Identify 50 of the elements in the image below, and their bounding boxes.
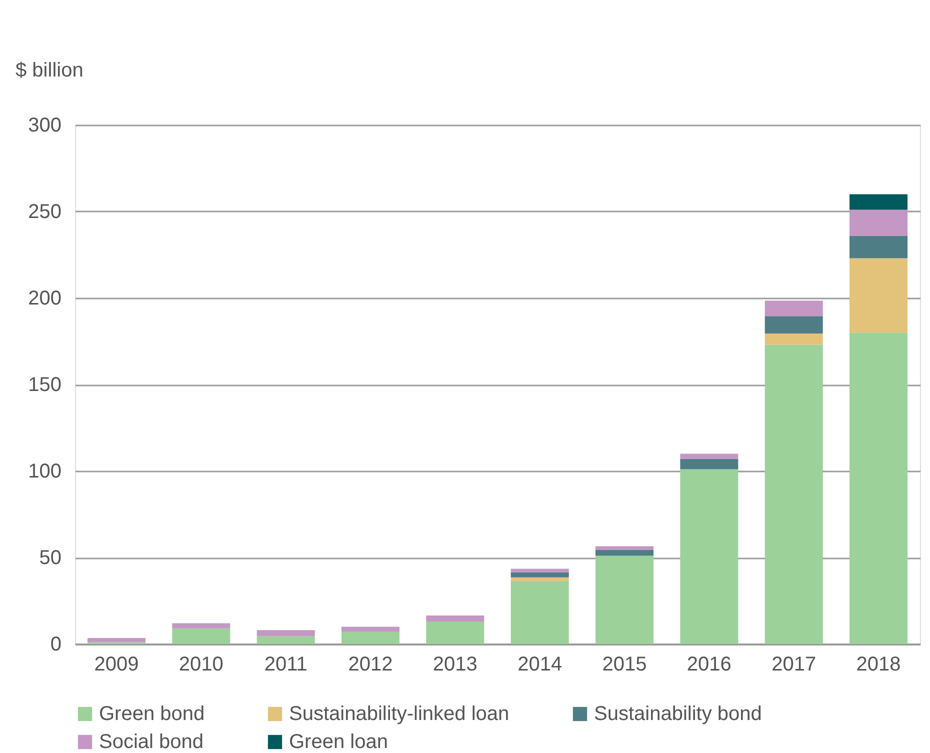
x-tick-label: 2012	[348, 654, 393, 676]
bar	[596, 556, 654, 644]
bar	[172, 623, 230, 628]
bar	[426, 622, 484, 644]
y-axis-title: $ billion	[16, 60, 84, 82]
y-tick-label: 250	[28, 201, 62, 223]
legend-label: Social bond	[99, 731, 204, 753]
bar	[510, 572, 569, 578]
y-tick-label: 50	[39, 547, 62, 569]
y-tick-label: 0	[50, 634, 62, 656]
x-tick-label: 2018	[856, 654, 901, 676]
bar	[426, 615, 484, 622]
y-tick-label: 150	[28, 374, 62, 396]
bar	[764, 333, 823, 345]
legend-label: Sustainability-linked loan	[289, 703, 510, 725]
bar	[510, 568, 569, 572]
bar	[764, 300, 823, 316]
bar	[850, 194, 908, 210]
bar	[510, 580, 569, 644]
y-tick-label: 300	[28, 114, 62, 136]
bar	[680, 458, 738, 470]
x-tick-label: 2016	[686, 654, 732, 676]
x-tick-label: 2013	[432, 654, 478, 676]
x-tick-label: 2015	[602, 654, 647, 676]
legend-label: Green loan	[289, 731, 388, 753]
bar	[596, 550, 654, 556]
bar	[510, 577, 569, 581]
bar	[764, 316, 823, 334]
bar	[341, 626, 400, 632]
x-tick-label: 2014	[518, 654, 562, 676]
x-tick-label: 2010	[178, 654, 224, 676]
bar	[850, 332, 908, 644]
bar	[256, 636, 315, 644]
bar	[680, 454, 738, 459]
bar	[764, 344, 823, 644]
bar	[256, 630, 315, 636]
bar	[850, 236, 908, 258]
y-tick-label: 200	[28, 288, 62, 310]
legend-label: Sustainability bond	[594, 703, 762, 725]
bar	[850, 258, 908, 333]
bar	[172, 628, 230, 644]
bar	[850, 210, 908, 236]
bar	[341, 632, 400, 644]
bar	[87, 638, 146, 642]
x-tick-label: 2011	[264, 654, 308, 676]
bar	[680, 469, 738, 644]
x-tick-label: 2017	[772, 654, 816, 676]
legend-label: Green bond	[99, 703, 205, 725]
y-tick-label: 100	[28, 460, 62, 482]
x-tick-label: 2009	[94, 654, 139, 676]
